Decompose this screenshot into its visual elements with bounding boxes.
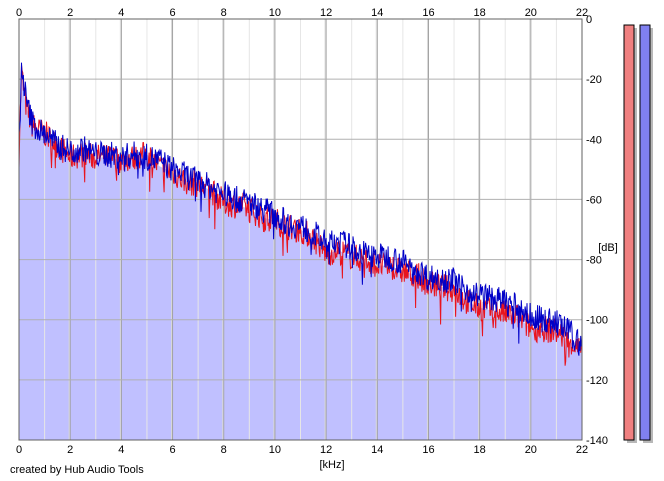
level-meters [623,24,653,444]
x-tick-label: 2 [67,444,73,456]
y-tick-label: -60 [586,194,602,206]
y-axis-label: [dB] [598,242,618,254]
level-meter-1 [623,24,635,441]
x-tick-label: 12 [320,7,332,19]
x-tick-label: 18 [474,7,486,19]
x-tick-label: 10 [269,7,281,19]
y-tick-label: -20 [586,74,602,86]
x-tick-label: 10 [269,444,281,456]
x-tick-label: 6 [169,7,175,19]
plot-border [18,18,583,441]
y-tick-label: -140 [586,435,608,447]
x-tick-label: 14 [371,7,383,19]
x-tick-label: 12 [320,444,332,456]
spectrum-series [18,62,583,366]
x-tick-labels-bottom: 0 2 4 6 8 10 12 14 16 18 20 22 [16,444,588,456]
x-tick-label: 18 [474,444,486,456]
y-tick-label: -80 [586,255,602,267]
x-tick-label: 20 [525,444,537,456]
level-meter-2 [639,24,651,441]
x-tick-label: 0 [16,444,22,456]
x-tick-label: 22 [576,444,588,456]
credit-text: created by Hub Audio Tools [10,464,144,476]
x-tick-label: 20 [525,7,537,19]
x-tick-label: 14 [371,444,383,456]
x-tick-label: 8 [221,7,227,19]
x-tick-label: 4 [118,444,124,456]
x-tick-label: 8 [221,444,227,456]
y-tick-label: 0 [586,14,592,26]
x-tick-label: 22 [576,7,588,19]
y-tick-labels: 0 -20 -40 -60 -80 -100 -120 -140 [586,14,608,447]
y-tick-label: -100 [586,315,608,327]
series-line-2 [18,62,583,356]
x-tick-label: 2 [67,7,73,19]
x-tick-label: 0 [16,7,22,19]
y-tick-label: -40 [586,134,602,146]
x-tick-label: 16 [422,7,434,19]
y-tick-label: -120 [586,375,608,387]
x-tick-labels-top: 0 2 4 6 8 10 12 14 16 18 20 22 [16,7,588,19]
x-tick-label: 4 [118,7,124,19]
x-axis-label: [kHz] [319,459,344,471]
x-tick-label: 16 [422,444,434,456]
x-tick-label: 6 [169,444,175,456]
plot-frame [18,18,583,441]
